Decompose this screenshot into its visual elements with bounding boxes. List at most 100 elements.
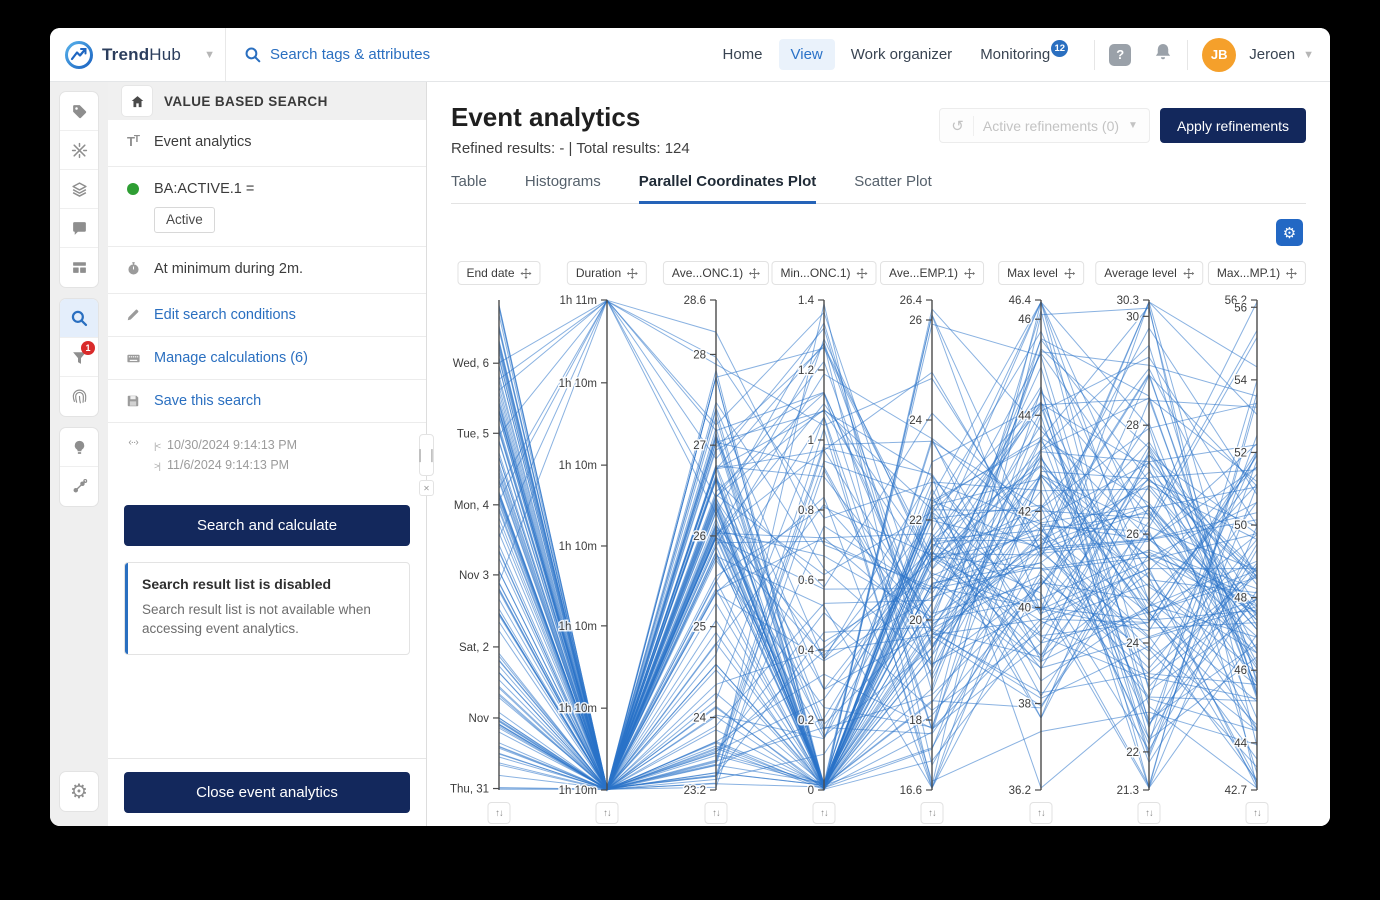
save-this-search-link[interactable]: Save this search: [154, 392, 262, 409]
move-icon: [963, 267, 975, 279]
tab-table[interactable]: Table: [451, 173, 487, 190]
pcp-line[interactable]: [498, 301, 1258, 791]
pcp-line[interactable]: [498, 299, 1258, 759]
tab-parallel-coordinates-plot[interactable]: Parallel Coordinates Plot: [638, 173, 817, 204]
pcp-line[interactable]: [498, 375, 1258, 791]
splitter-handle[interactable]: ❘❘: [415, 434, 437, 476]
axis-chip-3[interactable]: Ave...ONC.1): [662, 261, 770, 285]
main-header: Event analytics Refined results: - | Tot…: [427, 82, 1330, 204]
row-manage-calculations[interactable]: Manage calculations (6): [108, 337, 426, 380]
pcp-line[interactable]: [498, 478, 1258, 791]
axis-sort-button-6[interactable]: ↑↓: [1029, 802, 1053, 824]
axis-chip-5[interactable]: Ave...EMP.1): [880, 261, 984, 285]
pcp-line[interactable]: [498, 475, 1258, 791]
tags-icon[interactable]: [60, 92, 98, 131]
nav-item-work-organizer[interactable]: Work organizer: [850, 46, 953, 63]
axis-sort-button-4[interactable]: ↑↓: [812, 802, 836, 824]
pcp-line[interactable]: [498, 301, 1258, 790]
nav-item-view[interactable]: View: [778, 39, 835, 70]
rail-group-top: [59, 91, 99, 288]
settings-gear-icon[interactable]: ⚙: [70, 780, 88, 803]
calculations-icon[interactable]: [60, 131, 98, 170]
layers-icon[interactable]: [60, 170, 98, 209]
pcp-line[interactable]: [498, 464, 1258, 790]
pcp-line[interactable]: [498, 456, 1258, 790]
pcp-line[interactable]: [498, 409, 1258, 790]
pcp-line[interactable]: [498, 299, 1258, 727]
edit-search-conditions-link[interactable]: Edit search conditions: [154, 306, 296, 323]
axis-sort-button-5[interactable]: ↑↓: [920, 802, 944, 824]
close-event-analytics-button[interactable]: Close event analytics: [124, 772, 410, 813]
axis-chip-6[interactable]: Max level: [998, 261, 1084, 285]
pcp-line[interactable]: [498, 415, 1258, 790]
axis-chip-7[interactable]: Average level: [1095, 261, 1203, 285]
axis-chip-8[interactable]: Max...MP.1): [1207, 261, 1307, 285]
pcp-line[interactable]: [498, 365, 1258, 791]
pcp-line[interactable]: [498, 410, 1258, 790]
parallel-coordinates-svg[interactable]: Wed, 6 Tue, 5 Mon, 4 Nov 3 Sat, 2 Nov Thu, 31 1…: [427, 204, 1330, 826]
navbar-right: Home View Work organizer Monitoring 12 ? …: [710, 37, 1330, 72]
axis-sort-button-2[interactable]: ↑↓: [595, 802, 619, 824]
user-name[interactable]: Jeroen: [1249, 46, 1296, 63]
help-icon[interactable]: ?: [1109, 43, 1132, 66]
axis-tick-label: 26.4: [900, 295, 923, 307]
collapse-panel-icon[interactable]: ✕: [419, 480, 434, 496]
comments-icon[interactable]: [60, 209, 98, 248]
brand-block[interactable]: TrendHub ▼: [50, 28, 226, 81]
tab-scatter-plot[interactable]: Scatter Plot: [854, 173, 932, 190]
pcp-line[interactable]: [498, 387, 1258, 792]
axis-sort-button-7[interactable]: ↑↓: [1137, 802, 1161, 824]
pcp-line[interactable]: [498, 351, 1258, 790]
global-search-input[interactable]: Search tags & attributes: [226, 46, 710, 63]
axis-chip-2[interactable]: Duration: [566, 261, 648, 285]
condition-value-chip[interactable]: Active: [154, 207, 215, 234]
active-refinements-dropdown[interactable]: ↺ Active refinements (0) ▼: [939, 108, 1150, 143]
nav-item-home[interactable]: Home: [722, 46, 763, 63]
refinements-chevron-down-icon: ▼: [1128, 120, 1138, 131]
home-icon[interactable]: [122, 86, 152, 116]
pcp-line[interactable]: [498, 307, 1258, 792]
apply-refinements-button[interactable]: Apply refinements: [1159, 108, 1306, 143]
axis-tick-label: 48: [1234, 593, 1247, 605]
axis-chip-4[interactable]: Min...ONC.1): [771, 261, 877, 285]
value-search-icon[interactable]: [60, 299, 98, 338]
user-chevron-down-icon[interactable]: ▼: [1303, 48, 1314, 61]
filter-icon[interactable]: 1: [60, 338, 98, 377]
notifications-bell-icon[interactable]: [1153, 42, 1173, 68]
axis-sort-button-3[interactable]: ↑↓: [704, 802, 728, 824]
axis-tick-label: 23.2: [684, 785, 706, 797]
pcp-line[interactable]: [498, 415, 1258, 791]
pcp-line[interactable]: [498, 483, 1258, 791]
fingerprint-icon[interactable]: [60, 377, 98, 416]
panel-splitter[interactable]: ❘❘ ✕: [415, 434, 437, 496]
pcp-line[interactable]: [498, 536, 1258, 791]
lightbulb-icon[interactable]: [60, 428, 98, 467]
pcp-line[interactable]: [498, 474, 1258, 791]
row-save-search[interactable]: Save this search: [108, 380, 426, 423]
row-edit-conditions[interactable]: Edit search conditions: [108, 294, 426, 337]
nav-item-monitoring[interactable]: Monitoring 12: [968, 39, 1080, 70]
pcp-line[interactable]: [498, 379, 1258, 792]
pcp-line[interactable]: [498, 434, 1258, 790]
axis-sort-button-1[interactable]: ↑↓: [487, 802, 511, 824]
search-and-calculate-button[interactable]: Search and calculate: [124, 504, 410, 546]
pcp-line[interactable]: [498, 447, 1258, 789]
dashboard-icon[interactable]: [60, 248, 98, 287]
manage-calculations-link[interactable]: Manage calculations (6): [154, 349, 308, 366]
graph-nodes-icon[interactable]: [60, 467, 98, 506]
pcp-line[interactable]: [498, 392, 1258, 790]
user-avatar[interactable]: JB: [1202, 37, 1237, 72]
pcp-line[interactable]: [498, 481, 1258, 790]
brand-chevron-down-icon[interactable]: ▼: [204, 48, 215, 61]
pcp-line[interactable]: [498, 406, 1258, 791]
axis-sort-button-8[interactable]: ↑↓: [1245, 802, 1269, 824]
plot-settings-gear-icon[interactable]: ⚙: [1276, 219, 1303, 246]
pcp-line[interactable]: [498, 365, 1258, 790]
pcp-line[interactable]: [498, 399, 1258, 790]
axis-tick-label: 36.2: [1009, 785, 1031, 797]
tab-histograms[interactable]: Histograms: [524, 173, 601, 190]
pcp-line[interactable]: [498, 299, 1258, 681]
pcp-line[interactable]: [498, 460, 1258, 789]
axis-chip-1[interactable]: End date: [457, 261, 541, 285]
